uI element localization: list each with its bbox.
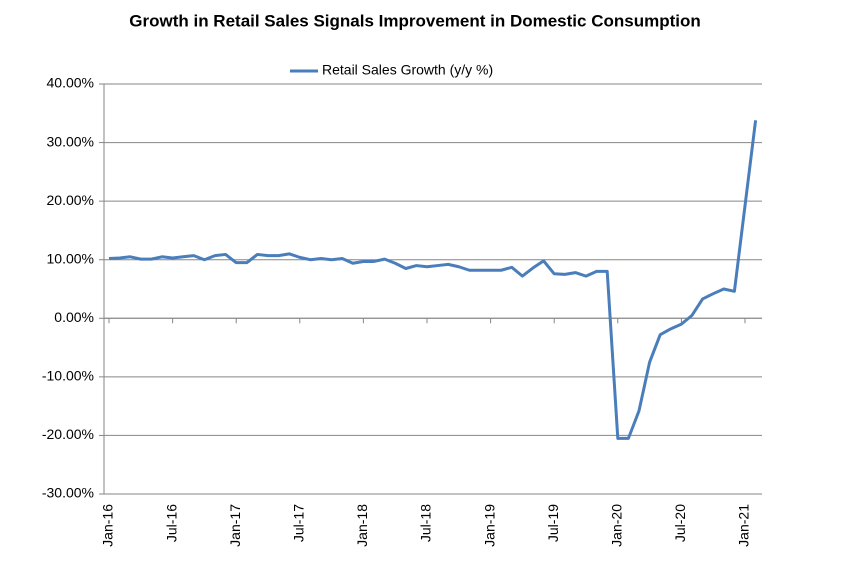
x-tick-label: Jan-21 [736,504,752,547]
y-tick-label: 0.00% [54,309,94,325]
data-line [108,120,758,440]
legend-label: Retail Sales Growth (y/y %) [322,62,493,78]
x-tick-label: Jan-17 [227,504,243,547]
x-tick-label: Jul-20 [672,504,688,542]
y-tick-label: 30.00% [47,133,94,149]
chart-title: Growth in Retail Sales Signals Improveme… [129,11,700,30]
x-tick-label: Jul-16 [163,504,179,542]
x-tick-label: Jan-20 [609,504,625,547]
y-tick-label: -30.00% [42,485,94,501]
x-tick-label: Jan-19 [481,504,497,547]
y-tick-label: 10.00% [47,250,94,266]
x-tick-label: Jul-17 [291,504,307,542]
y-tick-label: 20.00% [47,192,94,208]
x-tick-label: Jan-18 [354,504,370,547]
x-tick-label: Jan-16 [100,504,116,547]
y-tick-label: -10.00% [42,368,94,384]
x-tick-label: Jul-18 [418,504,434,542]
y-tick-label: -20.00% [42,426,94,442]
y-tick-label: 40.00% [47,75,94,91]
x-tick-label: Jul-19 [545,504,561,542]
